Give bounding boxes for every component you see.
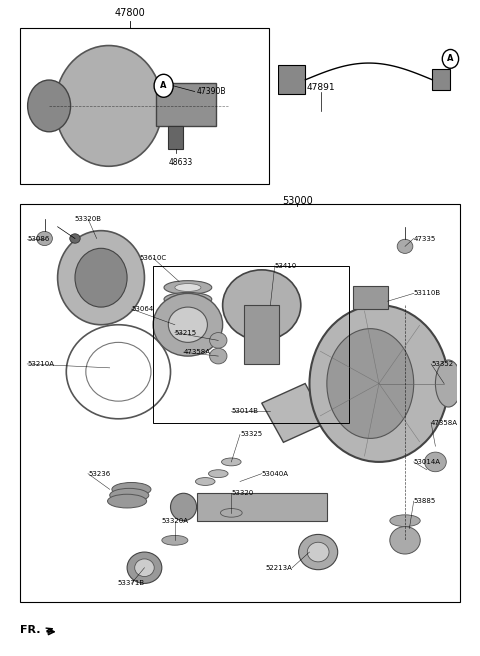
Text: FR.: FR. — [21, 625, 41, 635]
Text: 47891: 47891 — [307, 83, 336, 92]
Bar — [21, 28, 269, 184]
Bar — [21, 204, 459, 602]
Text: 53000: 53000 — [282, 195, 312, 205]
Text: 47800: 47800 — [115, 8, 145, 18]
